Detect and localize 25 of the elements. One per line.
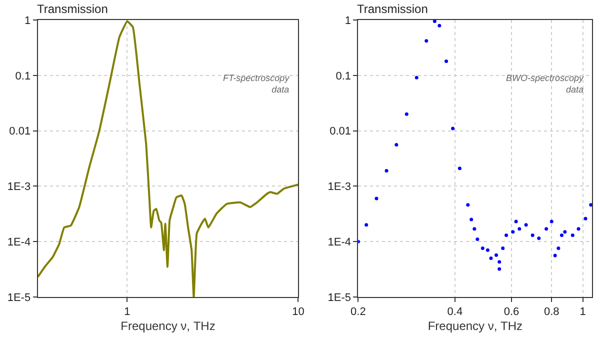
annotation: BWO-spectroscopy data: [506, 73, 584, 95]
y-tick-label: 1E-3: [328, 181, 351, 194]
x-axis-title: Frequency ν, THz: [120, 319, 216, 334]
chart-title: Transmission: [357, 2, 428, 16]
x-tick-label: 0.8: [544, 306, 560, 318]
y-tick-label: 1: [344, 14, 351, 27]
y-tick-label: 1E-5: [7, 292, 31, 304]
x-tick-label: 1: [580, 306, 586, 318]
y-tick-label: 1E-4: [328, 236, 351, 248]
x-tick-label: 0.6: [504, 306, 520, 318]
y-tick-label: 0.01: [9, 126, 31, 138]
x-tick-label: 0.4: [447, 306, 463, 318]
x-tick-label: 1: [124, 306, 130, 318]
chart-title: Transmission: [37, 2, 108, 16]
x-tick-label: 10: [292, 306, 304, 318]
x-axis-title: Frequency ν, THz: [428, 319, 523, 334]
y-tick-label: 0.1: [15, 70, 31, 82]
y-tick-label: 1: [24, 14, 31, 27]
y-tick-label: 1E-5: [328, 292, 351, 304]
y-tick-label: 0.1: [336, 70, 351, 82]
y-tick-label: 0.01: [330, 126, 351, 138]
y-tick-label: 1E-3: [7, 181, 31, 194]
y-tick-label: 1E-4: [7, 236, 31, 248]
annotation: FT-spectroscopy data: [223, 73, 290, 95]
x-tick-label: 0.2: [350, 306, 366, 318]
